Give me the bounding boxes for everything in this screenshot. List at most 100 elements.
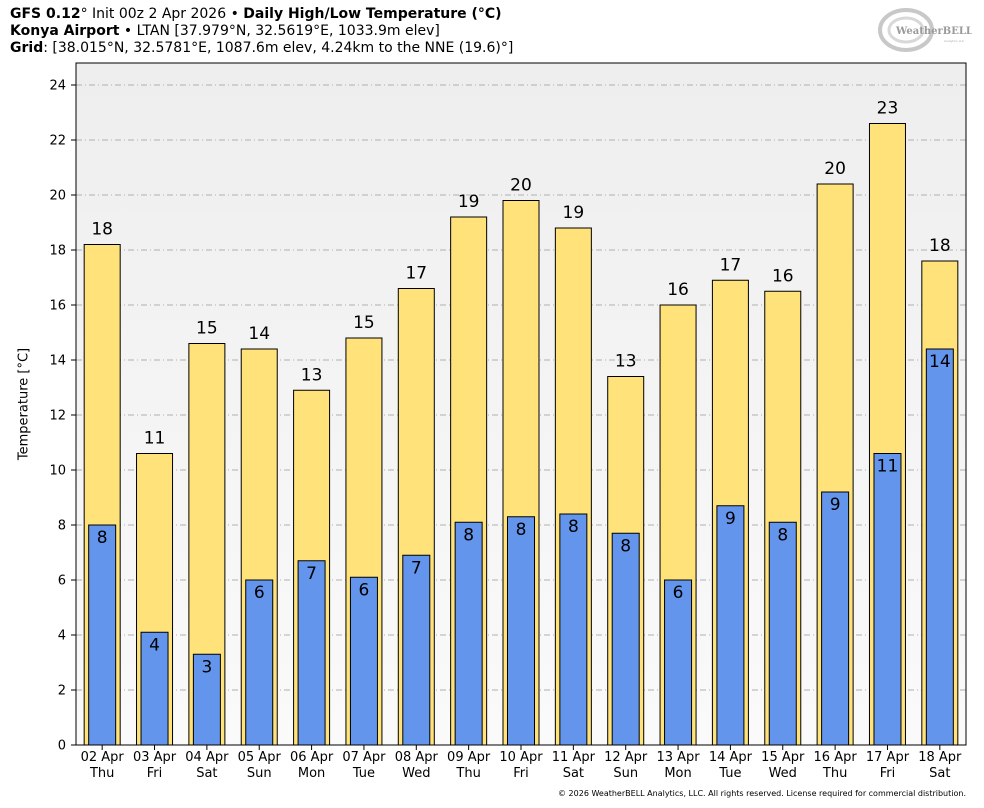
grid-info: : [38.015°N, 32.5781°E, 1087.6m elev, 4.… xyxy=(43,40,514,56)
y-tick-label: 0 xyxy=(58,739,66,754)
bar-value-labels: 18 8 11 4 15 3 14 6 13 7 15 6 17 7 19 8 20 8 19 8 13 8 16 6 17 9 1… xyxy=(91,99,950,678)
x-tick-label-day: Mon xyxy=(298,766,325,781)
low-bar xyxy=(297,560,326,746)
low-value-label: 8 xyxy=(97,528,108,548)
y-tick-label: 8 xyxy=(58,519,66,534)
low-bar xyxy=(140,631,169,746)
x-tick-label-day: Wed xyxy=(402,766,430,781)
low-value-label: 14 xyxy=(929,352,951,372)
low-bar xyxy=(349,576,378,746)
low-bar xyxy=(664,579,693,746)
y-axis-label: Temperature [°C] xyxy=(16,347,32,461)
x-tick-label-date: 03 Apr xyxy=(133,750,177,765)
plot-frame xyxy=(75,62,967,746)
x-tick-label-date: 07 Apr xyxy=(342,750,386,765)
low-value-label: 6 xyxy=(254,583,265,603)
x-tick-label-day: Sat xyxy=(563,766,584,781)
high-value-label: 20 xyxy=(824,159,846,179)
low-bar xyxy=(925,348,954,746)
low-value-label: 6 xyxy=(359,580,370,600)
y-tick-label: 14 xyxy=(49,354,66,369)
y-tick-label: 24 xyxy=(49,79,66,94)
high-value-label: 17 xyxy=(720,255,742,275)
x-tick-label-date: 09 Apr xyxy=(447,750,491,765)
x-tick-label-date: 05 Apr xyxy=(238,750,282,765)
low-bar xyxy=(507,516,535,746)
x-tick-label-day: Sat xyxy=(196,766,217,781)
low-bar xyxy=(454,521,483,746)
high-value-label: 15 xyxy=(353,313,375,333)
low-bar xyxy=(768,521,797,746)
x-tick-label-day: Tue xyxy=(352,766,375,781)
grid-line: Grid: [38.015°N, 32.5781°E, 1087.6m elev… xyxy=(10,40,513,57)
low-value-label: 3 xyxy=(201,657,212,677)
x-tick-label-date: 06 Apr xyxy=(290,750,334,765)
high-value-label: 13 xyxy=(301,365,323,385)
x-tick-label-day: Thu xyxy=(455,766,480,781)
low-value-label: 8 xyxy=(463,525,474,545)
high-value-label: 23 xyxy=(877,99,899,119)
x-tick-label-day: Fri xyxy=(513,766,529,781)
low-bar xyxy=(88,524,117,746)
y-tick-label: 18 xyxy=(49,244,66,259)
y-tick-label: 16 xyxy=(49,299,66,314)
high-value-label: 20 xyxy=(510,176,532,196)
low-bar xyxy=(402,554,431,746)
station-line: Konya Airport • LTAN [37.979°N, 32.5619°… xyxy=(10,23,440,40)
low-bar xyxy=(245,579,274,746)
x-tick-label-day: Thu xyxy=(822,766,847,781)
low-value-label: 8 xyxy=(516,520,527,540)
station-info: • LTAN [37.979°N, 32.5619°E, 1033.9m ele… xyxy=(119,23,440,39)
product-name: Daily High/Low Temperature (°C) xyxy=(243,6,502,22)
y-tick-label: 4 xyxy=(58,629,66,644)
low-value-label: 9 xyxy=(725,509,736,529)
high-value-label: 19 xyxy=(458,192,480,212)
bars xyxy=(83,123,959,746)
high-value-label: 16 xyxy=(772,266,794,286)
high-value-label: 16 xyxy=(667,280,689,300)
y-tick-label: 22 xyxy=(49,134,66,149)
x-tick-label-date: 16 Apr xyxy=(814,750,858,765)
station-name: Konya Airport xyxy=(10,23,120,39)
x-tick-label-day: Tue xyxy=(718,766,741,781)
x-tick-label-day: Mon xyxy=(664,766,691,781)
chart-title-line: GFS 0.12° Init 00z 2 Apr 2026 • Daily Hi… xyxy=(10,6,502,23)
x-tick-label-day: Sun xyxy=(247,766,272,781)
x-tick-label-date: 14 Apr xyxy=(709,750,753,765)
x-tick-label-date: 15 Apr xyxy=(761,750,805,765)
low-value-label: 8 xyxy=(620,536,631,556)
init-time: ° Init 00z 2 Apr 2026 xyxy=(80,6,227,22)
x-tick-label-date: 13 Apr xyxy=(656,750,700,765)
y-tick-label: 2 xyxy=(58,684,66,699)
low-bar xyxy=(873,453,902,746)
low-bar xyxy=(611,532,640,746)
low-value-label: 4 xyxy=(149,635,160,655)
x-tick-label-day: Fri xyxy=(880,766,896,781)
high-value-label: 17 xyxy=(405,264,427,284)
x-tick-label-date: 18 Apr xyxy=(918,750,962,765)
low-value-label: 11 xyxy=(877,457,899,477)
logo-text: WeatherBELL xyxy=(895,26,972,37)
high-value-label: 18 xyxy=(91,220,113,240)
grid-label: Grid xyxy=(10,40,44,56)
x-tick-label-day: Sun xyxy=(613,766,638,781)
low-value-label: 7 xyxy=(306,564,317,584)
model-name: GFS 0.12 xyxy=(10,6,81,22)
low-value-label: 8 xyxy=(777,525,788,545)
y-tick-label: 6 xyxy=(58,574,66,589)
high-value-label: 11 xyxy=(144,429,166,449)
y-tick-label: 12 xyxy=(49,409,66,424)
bullet: • xyxy=(226,6,244,22)
x-tick-label-day: Thu xyxy=(89,766,114,781)
low-bar xyxy=(559,513,588,746)
high-value-label: 18 xyxy=(929,236,951,256)
x-tick-label-day: Wed xyxy=(769,766,797,781)
x-tick-label-date: 08 Apr xyxy=(395,750,439,765)
low-value-label: 6 xyxy=(673,583,684,603)
x-tick-label-date: 17 Apr xyxy=(866,750,910,765)
x-tick-label-date: 02 Apr xyxy=(81,750,125,765)
high-value-label: 13 xyxy=(615,352,637,372)
copyright-footer: © 2026 WeatherBELL Analytics, LLC. All r… xyxy=(558,789,966,798)
